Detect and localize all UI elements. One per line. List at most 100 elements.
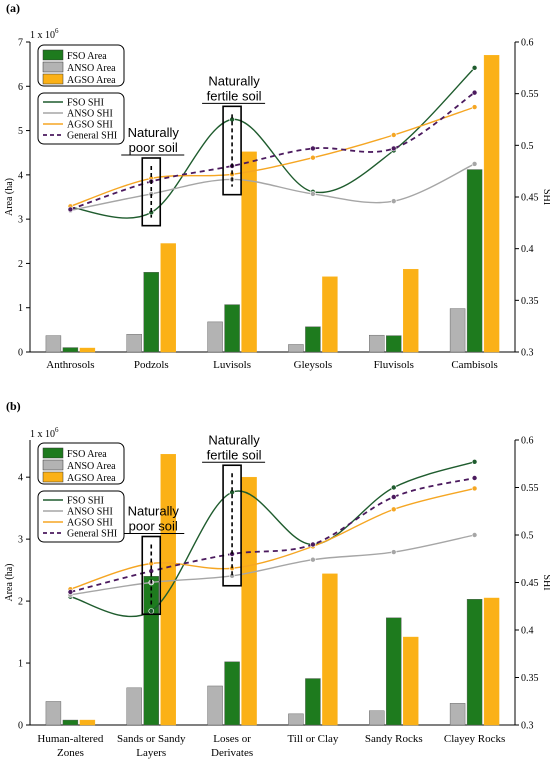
bar-anso-area <box>45 335 62 353</box>
bar-agso-area <box>241 476 257 726</box>
bar-fso-area <box>224 304 240 353</box>
y-multiplier-label: 1 x 106 <box>30 27 59 41</box>
annotation-box <box>222 464 242 587</box>
bar-anso-area <box>369 710 385 726</box>
bar-anso-area <box>449 703 466 726</box>
bar-anso-area <box>288 344 304 353</box>
line-anso-shi <box>70 534 475 596</box>
annotation-box <box>141 157 162 227</box>
y-tick-label: 1 <box>18 659 23 670</box>
point-anso-shi <box>310 556 316 563</box>
annotation-label: fertile soil <box>207 88 262 103</box>
y-tick-label: 4 <box>18 170 23 181</box>
point-agso-shi <box>390 506 397 513</box>
legend-swatch <box>42 459 64 471</box>
legend-label: FSO Area <box>67 449 107 460</box>
point-fso-shi <box>471 459 478 465</box>
y2-tick-label: 0.6 <box>521 38 534 49</box>
legend-swatch <box>42 61 64 73</box>
bar-anso-area <box>288 713 304 726</box>
y-tick-label: 4 <box>18 473 23 484</box>
x-category-label: Luvisols <box>213 359 251 371</box>
bar-fso-area <box>143 272 159 353</box>
y-multiplier-exponent: 6 <box>55 426 59 434</box>
legend-label: AGSO Area <box>67 473 116 484</box>
x-category-label: Anthrosols <box>46 359 94 371</box>
x-category-label: Till or Clay <box>287 733 338 745</box>
legend-swatch <box>42 447 64 459</box>
y-axis-title: Area (ha) <box>4 178 15 216</box>
legend-label: FSO SHI <box>67 98 104 109</box>
panel-label: (a) <box>6 1 20 15</box>
point-general-shi <box>67 206 74 213</box>
x-category-label: Sands or Sandy <box>117 733 186 745</box>
y-tick-label: 0 <box>18 721 23 732</box>
legend-label: FSO Area <box>67 51 107 62</box>
point-general-shi <box>471 475 478 481</box>
x-category-label: Fluvisols <box>374 359 414 371</box>
x-category-label: Zones <box>57 747 84 759</box>
annotation-box <box>141 535 162 616</box>
bar-fso-area <box>224 661 240 726</box>
annotation-label: Naturally <box>208 432 260 447</box>
y-tick-label: 7 <box>18 38 23 49</box>
x-category-label: Sandy Rocks <box>365 733 423 745</box>
point-general-shi <box>310 145 316 152</box>
legend-label: General SHI <box>67 131 117 142</box>
bar-fso-area <box>386 617 402 726</box>
bar-anso-area <box>126 334 142 353</box>
y2-tick-label: 0.35 <box>521 296 539 307</box>
y-tick-label: 2 <box>18 259 23 270</box>
point-general-shi <box>310 541 316 548</box>
y2-tick-label: 0.4 <box>521 626 534 637</box>
x-category-label: Cambisols <box>451 359 497 371</box>
point-general-shi <box>390 145 397 152</box>
bar-agso-area <box>160 243 176 353</box>
legend-label: General SHI <box>67 529 117 540</box>
bar-agso-area <box>79 347 96 353</box>
x-category-label: Human-altered <box>37 733 103 745</box>
annotation-label: Naturally <box>128 504 180 519</box>
point-anso-shi <box>310 191 316 197</box>
bar-agso-area <box>241 151 257 353</box>
bar-fso-area <box>466 599 483 726</box>
bar-fso-area <box>466 169 483 353</box>
x-category-label: Loses or <box>213 733 251 745</box>
line-fso-shi <box>70 461 475 618</box>
legend-shi-box <box>37 92 125 145</box>
bar-agso-area <box>322 276 338 353</box>
y-multiplier-exponent: 6 <box>55 27 59 35</box>
y-multiplier-base: 1 x 10 <box>30 30 55 41</box>
chart-panel-b: (b) 1 x 106 0 1 2 3 4 0.3 0.35 0.4 0.45 0.5 0.55 0.6 A… <box>4 399 550 759</box>
y2-axis-title: SHI <box>541 189 550 205</box>
y2-tick-label: 0.5 <box>521 141 534 152</box>
bar-agso-area <box>79 719 96 726</box>
point-anso-shi <box>390 549 397 555</box>
y2-tick-label: 0.55 <box>521 483 539 494</box>
bar-fso-area <box>305 326 321 353</box>
y2-tick-label: 0.45 <box>521 193 539 204</box>
point-fso-shi <box>471 65 478 71</box>
annotation-label: poor soil <box>129 140 178 155</box>
point-general-shi <box>471 89 478 96</box>
bar-agso-area <box>403 636 419 726</box>
bar-anso-area <box>369 334 385 353</box>
point-anso-shi <box>471 161 478 167</box>
y2-tick-label: 0.35 <box>521 673 539 684</box>
point-agso-shi <box>471 485 478 492</box>
point-agso-shi <box>310 154 316 161</box>
y2-axis-title: SHI <box>541 574 550 590</box>
bar-anso-area <box>449 308 466 353</box>
x-category-label: Podzols <box>134 359 169 371</box>
y-tick-label: 3 <box>18 535 23 546</box>
point-anso-shi <box>390 198 397 204</box>
panel-label: (b) <box>6 399 21 413</box>
y-tick-label: 5 <box>18 126 23 137</box>
legend-label: FSO SHI <box>67 496 104 507</box>
legend-label: ANSO Area <box>67 461 116 472</box>
bar-fso-area <box>62 719 79 726</box>
bar-fso-area <box>386 335 402 353</box>
y2-tick-label: 0.3 <box>521 721 534 732</box>
annotation-label: Naturally <box>208 73 260 88</box>
